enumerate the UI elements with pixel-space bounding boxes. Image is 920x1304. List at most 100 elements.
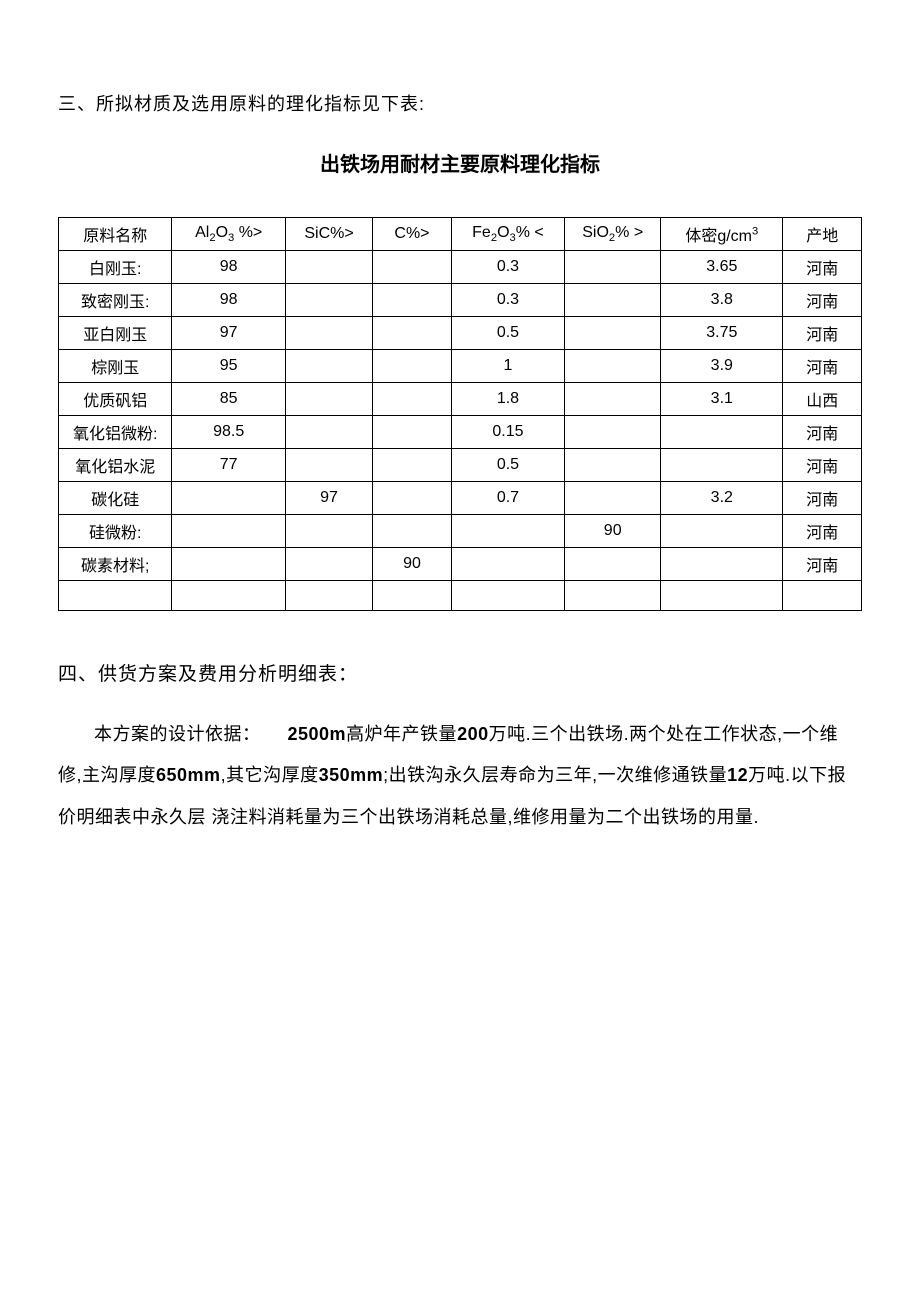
cell-origin: 河南 <box>783 317 862 350</box>
cell-sio2 <box>565 548 661 581</box>
col-header-density: 体密g/cm3 <box>661 218 783 251</box>
table-row <box>59 581 862 611</box>
table-body: 白刚玉:980.33.65河南致密刚玉:980.33.8河南亚白刚玉970.53… <box>59 251 862 611</box>
section-4-paragraph: 本方案的设计依据：2500m高炉年产铁量200万吨.三个出铁场.两个处在工作状态… <box>58 714 862 838</box>
cell-fe2o3: 0.3 <box>451 284 564 317</box>
cell-origin: 河南 <box>783 449 862 482</box>
cell-al2o3: 95 <box>172 350 285 383</box>
materials-table: 原料名称 Al2O3 %> SiC%> C%> Fe2O3% < SiO2% >… <box>58 217 862 611</box>
cell-fe2o3 <box>451 515 564 548</box>
cell-al2o3: 97 <box>172 317 285 350</box>
cell-sio2 <box>565 284 661 317</box>
cell-sic: 97 <box>285 482 372 515</box>
table-row: 氧化铝微粉:98.5 0.15 河南 <box>59 416 862 449</box>
cell-origin: 河南 <box>783 350 862 383</box>
table-row: 优质矾铝85 1.8 3.1山西 <box>59 383 862 416</box>
cell-origin: 河南 <box>783 482 862 515</box>
cell-c: 90 <box>373 548 452 581</box>
cell-c <box>373 383 452 416</box>
section-4-heading: 四、供货方案及费用分析明细表： <box>58 659 862 686</box>
cell-sio2 <box>565 482 661 515</box>
cell-density: 3.9 <box>661 350 783 383</box>
cell-density: 3.8 <box>661 284 783 317</box>
table-row: 碳素材料; 90 河南 <box>59 548 862 581</box>
cell-name: 白刚玉: <box>59 251 172 284</box>
cell-al2o3 <box>172 581 285 611</box>
table-header-row: 原料名称 Al2O3 %> SiC%> C%> Fe2O3% < SiO2% >… <box>59 218 862 251</box>
table-title: 出铁场用耐材主要原料理化指标 <box>58 148 862 177</box>
cell-sio2 <box>565 449 661 482</box>
cell-fe2o3: 0.7 <box>451 482 564 515</box>
cell-al2o3: 77 <box>172 449 285 482</box>
cell-al2o3 <box>172 482 285 515</box>
cell-fe2o3: 0.5 <box>451 449 564 482</box>
cell-sio2: 90 <box>565 515 661 548</box>
cell-name: 优质矾铝 <box>59 383 172 416</box>
cell-name: 硅微粉: <box>59 515 172 548</box>
cell-sic <box>285 581 372 611</box>
cell-fe2o3: 1 <box>451 350 564 383</box>
cell-origin: 河南 <box>783 416 862 449</box>
cell-name: 亚白刚玉 <box>59 317 172 350</box>
cell-sic <box>285 449 372 482</box>
cell-name: 碳素材料; <box>59 548 172 581</box>
cell-name: 氧化铝水泥 <box>59 449 172 482</box>
cell-name: 碳化硅 <box>59 482 172 515</box>
cell-sic <box>285 350 372 383</box>
cell-fe2o3: 0.5 <box>451 317 564 350</box>
cell-sic <box>285 548 372 581</box>
cell-density <box>661 515 783 548</box>
cell-fe2o3: 0.15 <box>451 416 564 449</box>
cell-fe2o3 <box>451 548 564 581</box>
cell-c <box>373 482 452 515</box>
cell-sic <box>285 317 372 350</box>
table-row: 致密刚玉:980.33.8河南 <box>59 284 862 317</box>
cell-c <box>373 251 452 284</box>
cell-density: 3.1 <box>661 383 783 416</box>
cell-origin: 河南 <box>783 548 862 581</box>
cell-c <box>373 350 452 383</box>
table-row: 氧化铝水泥77 0.5 河南 <box>59 449 862 482</box>
cell-sic <box>285 515 372 548</box>
cell-origin: 山西 <box>783 383 862 416</box>
col-header-name: 原料名称 <box>59 218 172 251</box>
cell-fe2o3: 1.8 <box>451 383 564 416</box>
col-header-origin: 产地 <box>783 218 862 251</box>
cell-sio2 <box>565 350 661 383</box>
cell-al2o3: 98 <box>172 284 285 317</box>
cell-sic <box>285 383 372 416</box>
table-row: 棕刚玉95 1 3.9河南 <box>59 350 862 383</box>
cell-name: 棕刚玉 <box>59 350 172 383</box>
col-header-fe2o3: Fe2O3% < <box>451 218 564 251</box>
cell-sic <box>285 251 372 284</box>
cell-density <box>661 416 783 449</box>
col-header-al2o3: Al2O3 %> <box>172 218 285 251</box>
cell-density: 3.75 <box>661 317 783 350</box>
cell-c <box>373 449 452 482</box>
cell-fe2o3 <box>451 581 564 611</box>
cell-sio2 <box>565 383 661 416</box>
cell-c <box>373 284 452 317</box>
section-3: 三、所拟材质及选用原料的理化指标见下表: 出铁场用耐材主要原料理化指标 原料名称… <box>58 90 862 611</box>
cell-sio2 <box>565 416 661 449</box>
table-row: 亚白刚玉97 0.5 3.75河南 <box>59 317 862 350</box>
table-row: 碳化硅970.73.2河南 <box>59 482 862 515</box>
cell-origin <box>783 581 862 611</box>
cell-al2o3: 98.5 <box>172 416 285 449</box>
section-4: 四、供货方案及费用分析明细表： 本方案的设计依据：2500m高炉年产铁量200万… <box>58 659 862 838</box>
cell-al2o3: 85 <box>172 383 285 416</box>
cell-origin: 河南 <box>783 515 862 548</box>
cell-fe2o3: 0.3 <box>451 251 564 284</box>
cell-name: 氧化铝微粉: <box>59 416 172 449</box>
cell-density: 3.65 <box>661 251 783 284</box>
cell-density <box>661 449 783 482</box>
cell-c <box>373 515 452 548</box>
cell-density <box>661 548 783 581</box>
cell-sic <box>285 416 372 449</box>
col-header-sic: SiC%> <box>285 218 372 251</box>
cell-sio2 <box>565 581 661 611</box>
table-row: 硅微粉: 90 河南 <box>59 515 862 548</box>
cell-name <box>59 581 172 611</box>
cell-c <box>373 416 452 449</box>
cell-al2o3 <box>172 548 285 581</box>
